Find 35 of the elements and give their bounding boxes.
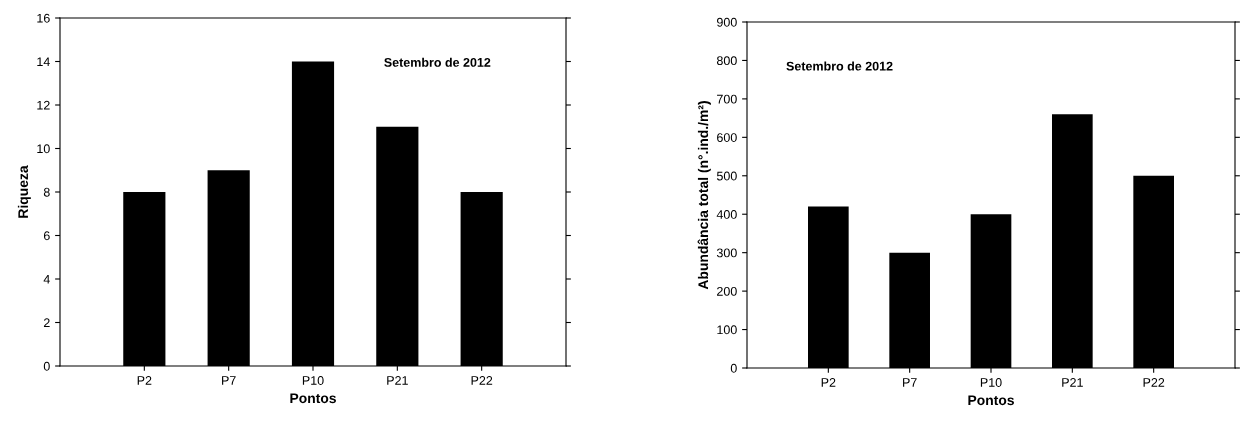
y-tick-label: 300 — [716, 248, 737, 258]
x-tick-label: P2 — [821, 378, 836, 387]
x-tick-label: P21 — [387, 376, 408, 385]
y-tick-label: 900 — [717, 17, 737, 27]
x-tick-label: P10 — [302, 376, 324, 385]
x-tick-label: P10 — [980, 378, 1002, 387]
y-tick-label: 4 — [43, 274, 50, 284]
y-tick-label: 10 — [37, 144, 50, 154]
x-tick-label: P7 — [903, 378, 917, 387]
x-tick-label: P7 — [222, 376, 236, 385]
annotation: Setembro de 2012 — [384, 57, 491, 67]
y-tick-label: 2 — [43, 318, 50, 328]
y-tick-label: 700 — [717, 94, 737, 104]
y-tick-label: 800 — [716, 56, 737, 66]
y-tick-label: 100 — [717, 325, 737, 335]
y-tick-label: 8 — [43, 187, 50, 197]
y-tick-label: 14 — [37, 57, 50, 67]
y-tick-label: 16 — [37, 13, 50, 23]
y-tick-label: 400 — [716, 210, 737, 219]
x-tick-label: P2 — [137, 376, 152, 385]
y-axis-title: Riqueza — [17, 165, 31, 218]
y-tick-label: 600 — [717, 133, 737, 142]
y-tick-label: 12 — [37, 100, 50, 110]
x-tick-label: P21 — [1062, 378, 1083, 387]
x-tick-label: P22 — [471, 376, 493, 385]
annotation: Setembro de 2012 — [786, 61, 893, 71]
y-tick-label: 200 — [717, 286, 737, 296]
y-tick-label: 6 — [43, 231, 50, 241]
y-tick-label: 0 — [730, 363, 737, 373]
y-tick-label: 500 — [716, 171, 737, 181]
x-axis-title: Pontos — [968, 395, 1014, 406]
x-tick-label: P22 — [1143, 378, 1165, 387]
x-axis-title: Pontos — [290, 393, 336, 404]
y-tick-label: 0 — [43, 361, 50, 371]
y-axis-title: Abundância total (n°.ind./m²) — [697, 101, 711, 290]
